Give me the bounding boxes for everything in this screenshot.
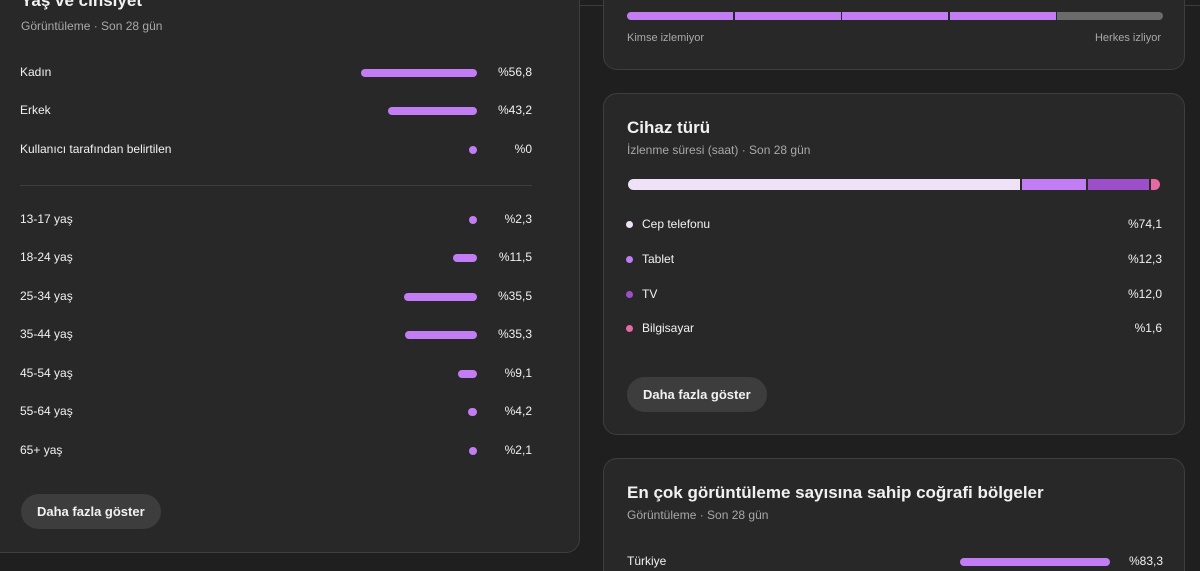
age-bar xyxy=(468,408,477,416)
retention-card xyxy=(603,0,1185,70)
gender-row: Kadın %56,8 xyxy=(20,63,532,83)
device-segment-tv xyxy=(1087,179,1150,190)
age-label: 35-44 yaş xyxy=(20,327,73,341)
age-label: 55-64 yaş xyxy=(20,404,73,418)
geo-subtitle: Görüntüleme · Son 28 gün xyxy=(627,508,769,522)
gender-label: Kullanıcı tarafından belirtilen xyxy=(20,142,172,156)
device-legend-row: Bilgisayar %1,6 xyxy=(626,318,1162,338)
age-value: %2,3 xyxy=(504,212,532,226)
gender-label: Erkek xyxy=(20,103,51,117)
retention-segment xyxy=(842,12,948,20)
gender-row: Erkek %43,2 xyxy=(20,101,532,121)
age-row: 25-34 yaş %35,5 xyxy=(20,287,532,307)
retention-segment xyxy=(734,12,841,20)
retention-segment xyxy=(627,12,733,20)
device-more-button[interactable]: Daha fazla göster xyxy=(627,377,767,412)
gender-bar xyxy=(360,69,477,77)
gender-value: %0 xyxy=(514,142,532,156)
device-segment-bilgisayar xyxy=(1151,179,1160,190)
geo-label: Türkiye xyxy=(627,554,667,568)
age-row: 13-17 yaş %2,3 xyxy=(20,210,532,230)
age-row: 18-24 yaş %11,5 xyxy=(20,248,532,268)
device-legend-row: Cep telefonu %74,1 xyxy=(626,214,1162,234)
age-value: %2,1 xyxy=(504,443,532,457)
age-bar xyxy=(469,216,477,224)
age-label: 25-34 yaş xyxy=(20,289,73,303)
age-row: 65+ yaş %2,1 xyxy=(20,441,532,461)
age-value: %11,5 xyxy=(498,250,532,264)
age-label: 65+ yaş xyxy=(20,443,63,457)
age-row: 45-54 yaş %9,1 xyxy=(20,364,532,384)
gender-bar xyxy=(388,107,477,115)
device-segment-cep-telefonu xyxy=(628,179,1021,190)
age-label: 18-24 yaş xyxy=(20,250,73,264)
section-divider xyxy=(20,185,532,186)
top-header-edge xyxy=(0,0,1200,6)
device-legend-value: %12,0 xyxy=(1127,287,1162,301)
gender-bar xyxy=(469,146,477,154)
age-row: 35-44 yaş %35,3 xyxy=(20,325,532,345)
age-gender-subtitle: Görüntüleme · Son 28 gün xyxy=(21,19,163,33)
age-value: %4,2 xyxy=(504,404,532,418)
device-title: Cihaz türü xyxy=(627,118,711,137)
device-legend-row: Tablet %12,3 xyxy=(626,249,1162,269)
device-segment-tablet xyxy=(1022,179,1086,190)
retention-right-label: Herkes izliyor xyxy=(1094,32,1161,44)
geo-card xyxy=(603,458,1185,571)
age-bar xyxy=(469,447,477,455)
legend-dot-icon xyxy=(626,221,633,228)
device-legend-row: TV %12,0 xyxy=(626,284,1162,304)
retention-left-label: Kimse izlemiyor xyxy=(627,32,705,44)
gender-value: %43,2 xyxy=(497,103,532,117)
age-value: %9,1 xyxy=(504,366,532,380)
gender-label: Kadın xyxy=(20,65,52,79)
geo-bar xyxy=(960,558,1110,566)
gender-value: %56,8 xyxy=(497,65,532,79)
geo-value: %83,3 xyxy=(1128,554,1163,568)
geo-title: En çok görüntüleme sayısına sahip coğraf… xyxy=(627,483,1044,502)
device-subtitle: İzlenme süresi (saat) · Son 28 gün xyxy=(627,143,811,157)
age-row: 55-64 yaş %4,2 xyxy=(20,402,532,422)
age-gender-card xyxy=(0,0,580,553)
legend-dot-icon xyxy=(626,325,633,332)
age-value: %35,3 xyxy=(497,327,532,341)
geo-row: Türkiye %83,3 xyxy=(627,551,1163,571)
age-label: 13-17 yaş xyxy=(20,212,73,226)
age-bar xyxy=(404,293,477,301)
gender-row: Kullanıcı tarafından belirtilen %0 xyxy=(20,140,532,160)
device-legend-value: %12,3 xyxy=(1127,252,1162,266)
device-legend-label: Tablet xyxy=(642,252,675,266)
age-label: 45-54 yaş xyxy=(20,366,73,380)
device-legend-label: Bilgisayar xyxy=(642,321,695,335)
legend-dot-icon xyxy=(626,256,633,263)
age-gender-more-button[interactable]: Daha fazla göster xyxy=(21,494,161,529)
retention-segment xyxy=(949,12,1056,20)
age-bar xyxy=(458,370,477,378)
age-bar xyxy=(404,331,477,339)
device-legend-label: Cep telefonu xyxy=(642,217,711,231)
age-gender-title: Yaş ve cinsiyet xyxy=(21,0,142,10)
device-legend-value: %1,6 xyxy=(1134,321,1162,335)
device-legend-label: TV xyxy=(642,287,658,301)
age-bar xyxy=(453,254,477,262)
legend-dot-icon xyxy=(626,291,633,298)
age-value: %35,5 xyxy=(497,289,532,303)
retention-segment xyxy=(1057,12,1163,20)
device-legend-value: %74,1 xyxy=(1127,217,1162,231)
